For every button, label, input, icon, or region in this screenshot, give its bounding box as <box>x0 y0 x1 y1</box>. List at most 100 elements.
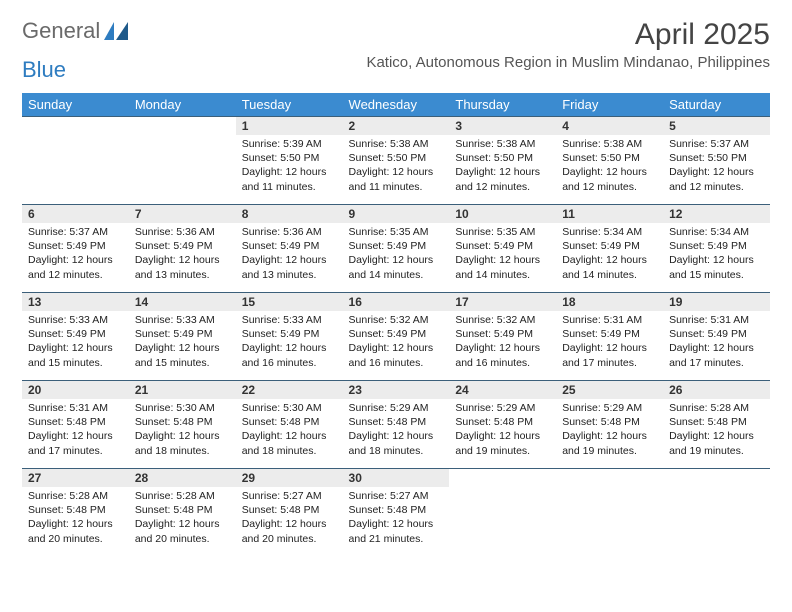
day-number: 2 <box>343 116 450 135</box>
day-detail-line: Sunset: 5:49 PM <box>28 239 123 253</box>
day-number: 28 <box>129 468 236 487</box>
calendar-week-row: 13Sunrise: 5:33 AMSunset: 5:49 PMDayligh… <box>22 292 770 380</box>
day-detail-line: Sunset: 5:49 PM <box>455 239 550 253</box>
day-detail-line: Sunset: 5:48 PM <box>28 415 123 429</box>
day-detail-line: Sunrise: 5:35 AM <box>349 225 444 239</box>
day-detail-line: Sunset: 5:48 PM <box>562 415 657 429</box>
day-detail-line: and 15 minutes. <box>669 268 764 282</box>
day-detail-line: and 16 minutes. <box>455 356 550 370</box>
day-number: 3 <box>449 116 556 135</box>
day-detail-line: and 12 minutes. <box>562 180 657 194</box>
calendar-cell <box>129 116 236 204</box>
day-number: 21 <box>129 380 236 399</box>
location-subtitle: Katico, Autonomous Region in Muslim Mind… <box>366 54 770 71</box>
day-detail-line: Sunrise: 5:28 AM <box>669 401 764 415</box>
day-detail-line: Sunrise: 5:39 AM <box>242 137 337 151</box>
day-detail-line: Daylight: 12 hours <box>669 429 764 443</box>
calendar-cell: 11Sunrise: 5:34 AMSunset: 5:49 PMDayligh… <box>556 204 663 292</box>
day-detail-line: Sunset: 5:50 PM <box>562 151 657 165</box>
day-details: Sunrise: 5:28 AMSunset: 5:48 PMDaylight:… <box>22 487 129 550</box>
day-detail-line: and 11 minutes. <box>242 180 337 194</box>
day-number: 30 <box>343 468 450 487</box>
day-detail-line: and 11 minutes. <box>349 180 444 194</box>
day-detail-line: Sunrise: 5:34 AM <box>562 225 657 239</box>
day-detail-line: and 16 minutes. <box>242 356 337 370</box>
day-detail-line: Sunrise: 5:37 AM <box>669 137 764 151</box>
day-detail-line: Sunrise: 5:31 AM <box>562 313 657 327</box>
day-detail-line: and 13 minutes. <box>242 268 337 282</box>
day-detail-line: Daylight: 12 hours <box>455 165 550 179</box>
day-number: 17 <box>449 292 556 311</box>
day-details: Sunrise: 5:34 AMSunset: 5:49 PMDaylight:… <box>663 223 770 286</box>
day-detail-line: and 18 minutes. <box>242 444 337 458</box>
day-detail-line: Sunrise: 5:30 AM <box>242 401 337 415</box>
day-detail-line: Daylight: 12 hours <box>28 253 123 267</box>
day-detail-line: Daylight: 12 hours <box>28 429 123 443</box>
day-detail-line: Daylight: 12 hours <box>455 253 550 267</box>
day-details: Sunrise: 5:36 AMSunset: 5:49 PMDaylight:… <box>236 223 343 286</box>
day-detail-line: Sunset: 5:49 PM <box>135 239 230 253</box>
day-detail-line: Daylight: 12 hours <box>28 341 123 355</box>
day-number: 4 <box>556 116 663 135</box>
calendar-cell: 18 Sunrise: 5:31 AMSunset: 5:49 PMDayligh… <box>556 292 663 380</box>
day-details: Sunrise: 5:28 AMSunset: 5:48 PMDaylight:… <box>129 487 236 550</box>
day-detail-line: Daylight: 12 hours <box>562 165 657 179</box>
day-detail-line: Sunrise: 5:34 AM <box>669 225 764 239</box>
calendar-cell: 20Sunrise: 5:31 AMSunset: 5:48 PMDayligh… <box>22 380 129 468</box>
day-detail-line: Sunrise: 5:32 AM <box>349 313 444 327</box>
day-detail-line: Sunset: 5:49 PM <box>135 327 230 341</box>
month-title: April 2025 <box>366 18 770 52</box>
calendar-cell <box>449 468 556 556</box>
day-detail-line: Sunset: 5:48 PM <box>349 503 444 517</box>
logo: General <box>22 18 130 44</box>
day-number: 18 <box>556 292 663 311</box>
calendar-cell: 1Sunrise: 5:39 AMSunset: 5:50 PMDaylight… <box>236 116 343 204</box>
day-details: Sunrise: 5:39 AMSunset: 5:50 PMDaylight:… <box>236 135 343 198</box>
weekday-header: Tuesday <box>236 93 343 116</box>
calendar-cell: 16Sunrise: 5:32 AMSunset: 5:49 PMDayligh… <box>343 292 450 380</box>
calendar-week-row: 27Sunrise: 5:28 AMSunset: 5:48 PMDayligh… <box>22 468 770 556</box>
day-details: Sunrise: 5:27 AMSunset: 5:48 PMDaylight:… <box>343 487 450 550</box>
calendar-cell: 27Sunrise: 5:28 AMSunset: 5:48 PMDayligh… <box>22 468 129 556</box>
day-detail-line: Sunrise: 5:28 AM <box>28 489 123 503</box>
day-detail-line: Sunset: 5:48 PM <box>455 415 550 429</box>
day-number <box>449 468 556 487</box>
day-number: 12 <box>663 204 770 223</box>
day-number: 24 <box>449 380 556 399</box>
day-detail-line: Daylight: 12 hours <box>562 341 657 355</box>
day-detail-line: Sunrise: 5:33 AM <box>242 313 337 327</box>
day-details: Sunrise: 5:33 AMSunset: 5:49 PMDaylight:… <box>22 311 129 374</box>
day-detail-line: Sunrise: 5:29 AM <box>562 401 657 415</box>
day-number <box>556 468 663 487</box>
weekday-header: Thursday <box>449 93 556 116</box>
day-detail-line: Daylight: 12 hours <box>669 253 764 267</box>
day-detail-line: Daylight: 12 hours <box>349 429 444 443</box>
day-detail-line: Sunset: 5:49 PM <box>562 327 657 341</box>
day-detail-line: and 14 minutes. <box>455 268 550 282</box>
day-details: Sunrise: 5:37 AMSunset: 5:50 PMDaylight:… <box>663 135 770 198</box>
day-details: Sunrise: 5:32 AMSunset: 5:49 PMDaylight:… <box>449 311 556 374</box>
day-detail-line: Sunset: 5:48 PM <box>242 503 337 517</box>
day-number: 13 <box>22 292 129 311</box>
day-detail-line: and 21 minutes. <box>349 532 444 546</box>
logo-sail-icon <box>104 22 130 40</box>
calendar-cell: 19Sunrise: 5:31 AMSunset: 5:49 PMDayligh… <box>663 292 770 380</box>
day-details: Sunrise: 5:32 AMSunset: 5:49 PMDaylight:… <box>343 311 450 374</box>
calendar-cell: 7Sunrise: 5:36 AMSunset: 5:49 PMDaylight… <box>129 204 236 292</box>
calendar-cell: 10Sunrise: 5:35 AMSunset: 5:49 PMDayligh… <box>449 204 556 292</box>
day-number: 15 <box>236 292 343 311</box>
day-detail-line: Sunrise: 5:33 AM <box>28 313 123 327</box>
day-details: Sunrise: 5:35 AMSunset: 5:49 PMDaylight:… <box>449 223 556 286</box>
day-detail-line: Sunset: 5:49 PM <box>562 239 657 253</box>
day-detail-line: and 12 minutes. <box>455 180 550 194</box>
calendar-cell: 14Sunrise: 5:33 AMSunset: 5:49 PMDayligh… <box>129 292 236 380</box>
day-detail-line: Daylight: 12 hours <box>562 253 657 267</box>
calendar-cell: 6Sunrise: 5:37 AMSunset: 5:49 PMDaylight… <box>22 204 129 292</box>
day-detail-line: Daylight: 12 hours <box>669 341 764 355</box>
day-number: 29 <box>236 468 343 487</box>
day-detail-line: Daylight: 12 hours <box>562 429 657 443</box>
day-detail-line: Daylight: 12 hours <box>242 341 337 355</box>
day-detail-line: and 15 minutes. <box>135 356 230 370</box>
day-details: Sunrise: 5:38 AMSunset: 5:50 PMDaylight:… <box>449 135 556 198</box>
day-detail-line: Sunrise: 5:31 AM <box>28 401 123 415</box>
